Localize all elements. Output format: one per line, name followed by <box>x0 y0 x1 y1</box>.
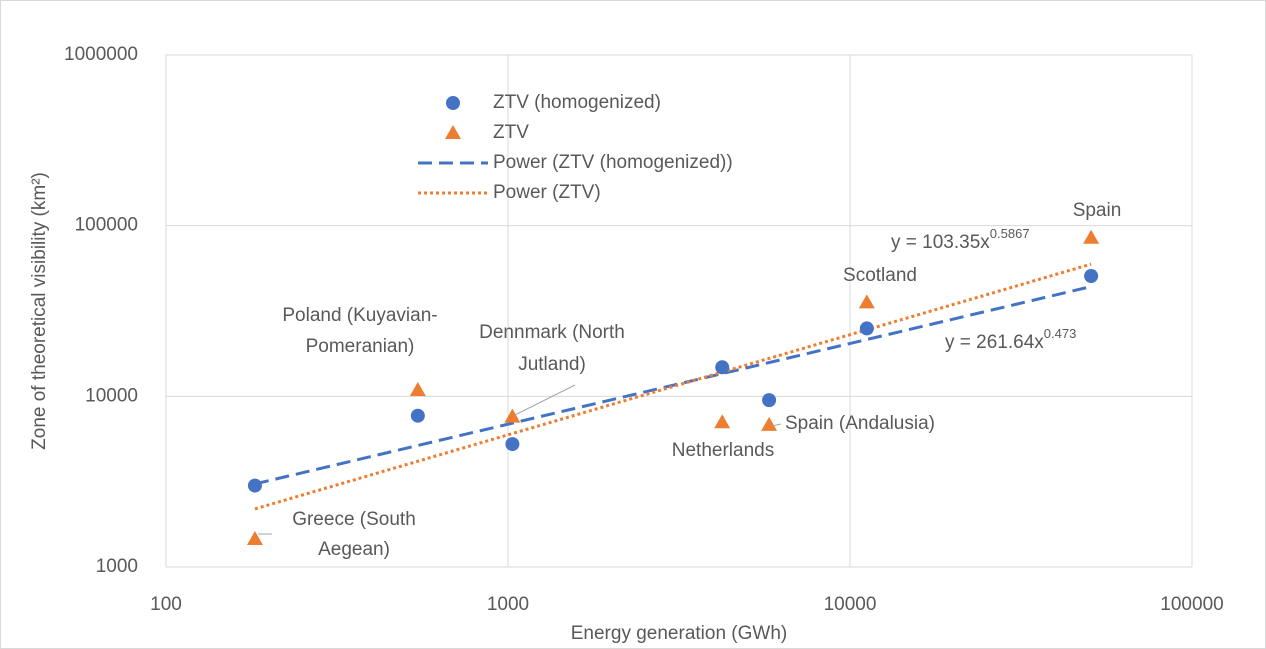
leader-line <box>514 384 576 416</box>
data-label: Jutland) <box>518 354 586 375</box>
data-label: Netherlands <box>672 440 774 461</box>
point <box>410 408 425 423</box>
x-tick-label: 100 <box>150 594 182 615</box>
data-label: Dennmark (North <box>479 322 625 343</box>
trendline <box>254 262 1092 511</box>
point <box>246 530 263 545</box>
point <box>1084 269 1099 284</box>
point <box>1083 229 1100 244</box>
data-label: Aegean) <box>318 539 390 560</box>
y-tick-label: 1000 <box>96 556 138 577</box>
x-tick-label: 1000 <box>487 594 529 615</box>
trendline-equation: y = 103.35x0.5867 <box>891 226 1030 253</box>
point <box>715 360 730 375</box>
y-tick-label: 1000000 <box>64 44 138 65</box>
y-axis-label: Zone of theoretical visibility (km²) <box>29 172 50 450</box>
trendline-equation: y = 261.64x0.473 <box>945 326 1076 353</box>
point <box>761 416 778 431</box>
y-tick-label: 10000 <box>85 385 138 406</box>
legend-label: Power (ZTV (homogenized)) <box>493 152 733 173</box>
equation-text: y = 261.64x <box>945 332 1044 353</box>
equation-text: y = 103.35x <box>891 232 990 253</box>
equation-exponent: 0.473 <box>1044 326 1077 341</box>
trendline <box>254 285 1092 486</box>
x-axis-label: Energy generation (GWh) <box>571 623 788 644</box>
x-tick-label: 100000 <box>1160 594 1223 615</box>
point <box>859 321 874 336</box>
point <box>505 437 520 452</box>
leader-line <box>771 423 782 427</box>
data-label: Pomeranian) <box>306 336 415 357</box>
point <box>858 294 875 309</box>
data-label: Spain <box>1073 200 1122 221</box>
point <box>247 478 262 493</box>
point <box>762 393 777 408</box>
point <box>504 408 521 423</box>
point <box>714 414 731 429</box>
data-label: Poland (Kuyavian- <box>282 305 437 326</box>
legend-label: ZTV <box>493 122 529 143</box>
legend-label: Power (ZTV) <box>493 182 601 203</box>
legend-marker <box>445 125 461 139</box>
data-label: Greece (South <box>292 509 416 530</box>
legend-label: ZTV (homogenized) <box>493 92 661 113</box>
y-tick-label: 100000 <box>75 215 138 236</box>
data-label: Scotland <box>843 265 917 286</box>
x-tick-label: 10000 <box>824 594 877 615</box>
equation-exponent: 0.5867 <box>990 226 1030 241</box>
point <box>409 381 426 396</box>
legend-marker <box>446 96 460 110</box>
data-label: Spain (Andalusia) <box>785 413 935 434</box>
